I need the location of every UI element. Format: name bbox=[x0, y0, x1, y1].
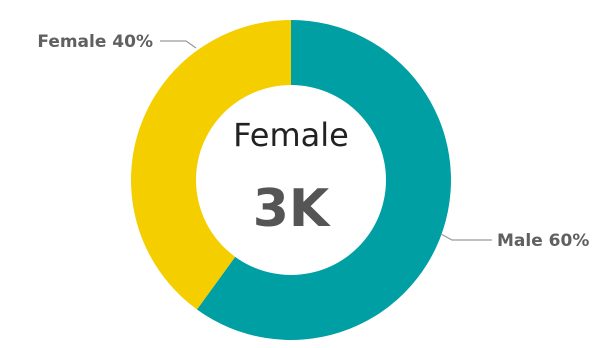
slice-label-female: Female 40% bbox=[37, 32, 153, 52]
center-title: Female bbox=[233, 116, 349, 154]
center-value: 3K bbox=[253, 179, 331, 239]
leader-line-female bbox=[160, 40, 197, 49]
donut-hole bbox=[196, 85, 386, 275]
slice-label-male: Male 60% bbox=[497, 231, 589, 251]
leader-line-male bbox=[440, 233, 492, 241]
